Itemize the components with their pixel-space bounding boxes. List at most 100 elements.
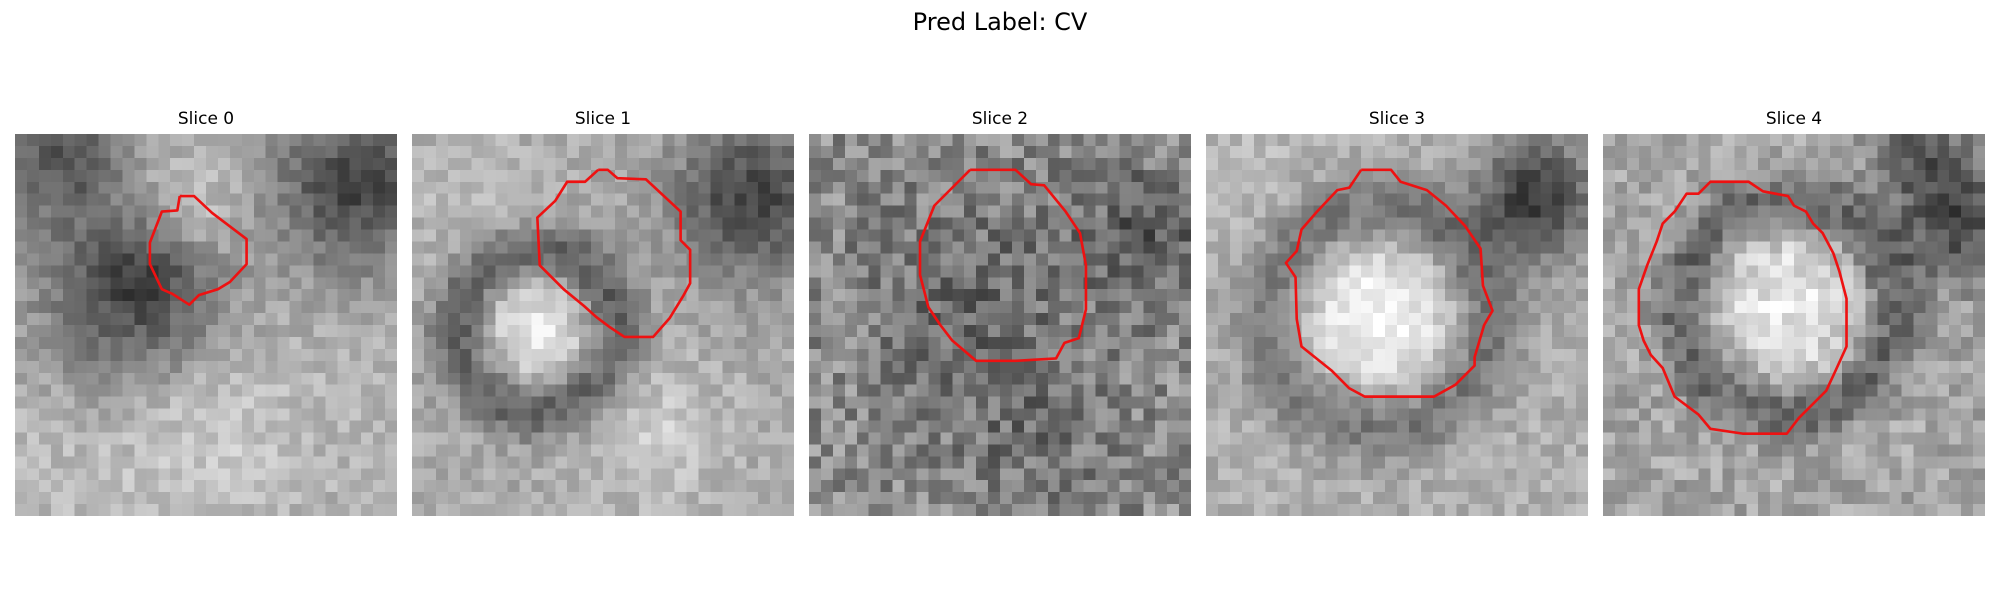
pixel [1059, 420, 1072, 433]
pixel [1540, 360, 1553, 373]
pixel [241, 169, 254, 182]
pixel [447, 396, 460, 409]
pixel [206, 169, 219, 182]
pixel [253, 325, 266, 338]
pixel [1504, 229, 1517, 242]
pixel [1734, 408, 1747, 421]
pixel [940, 193, 953, 206]
pixel [1516, 348, 1529, 362]
pixel [349, 241, 362, 254]
pixel [734, 325, 747, 338]
pixel [1710, 253, 1723, 266]
pixel [1925, 384, 1938, 397]
pixel [62, 265, 75, 278]
pixel [373, 181, 386, 194]
pixel [1758, 277, 1771, 290]
pixel [892, 336, 905, 350]
pixel [1540, 325, 1553, 338]
pixel [1229, 241, 1243, 254]
pixel [591, 348, 604, 362]
pixel [1925, 348, 1938, 362]
pixel [1095, 169, 1108, 182]
pixel [1925, 241, 1938, 254]
pixel [1829, 336, 1842, 350]
pixel [638, 181, 651, 194]
pixel [519, 301, 532, 314]
pixel [1397, 265, 1410, 278]
pixel [1420, 456, 1434, 469]
pixel [361, 456, 374, 469]
pixel [110, 408, 123, 421]
pixel [158, 456, 171, 469]
pixel [423, 205, 437, 218]
pixel [988, 217, 1001, 230]
pixel [844, 241, 857, 254]
pixel [1662, 277, 1675, 290]
pixel [1083, 145, 1096, 159]
pixel [626, 229, 640, 242]
pixel [1865, 145, 1878, 159]
pixel [459, 396, 472, 409]
pixel [1241, 181, 1254, 194]
pixel [746, 253, 759, 266]
pixel [1143, 325, 1156, 338]
pixel [1432, 169, 1445, 182]
pixel [1504, 169, 1517, 182]
pixel [662, 420, 675, 433]
pixel [122, 348, 135, 362]
pixel [1253, 384, 1266, 397]
pixel [1155, 480, 1168, 493]
pixel [1277, 265, 1290, 278]
pixel [1674, 420, 1687, 433]
pixel [844, 480, 857, 493]
pixel [1889, 157, 1902, 171]
pixel [1289, 336, 1302, 350]
pixel [1349, 217, 1362, 230]
pixel [1925, 432, 1938, 445]
pixel [856, 313, 869, 326]
pixel [1576, 193, 1588, 206]
pixel [1516, 480, 1529, 493]
pixel [1000, 396, 1013, 409]
pixel [555, 468, 568, 481]
pixel [122, 396, 135, 409]
pixel [916, 504, 929, 516]
pixel [1722, 408, 1735, 421]
pixel [988, 444, 1001, 457]
pixel [988, 157, 1001, 171]
pixel [373, 289, 386, 302]
pixel [662, 348, 675, 362]
pixel [519, 504, 532, 516]
pixel [1564, 396, 1577, 409]
pixel [1456, 193, 1469, 206]
pixel [1397, 205, 1410, 218]
pixel [253, 229, 266, 242]
pixel [1552, 169, 1565, 182]
pixel [782, 325, 794, 338]
pixel [194, 372, 207, 385]
pixel [782, 169, 794, 182]
pixel [423, 181, 437, 194]
pixel [1301, 289, 1314, 302]
pixel [555, 444, 568, 457]
pixel [1937, 313, 1950, 326]
pixel [1674, 241, 1687, 254]
pixel [1865, 193, 1878, 206]
pixel [1397, 456, 1410, 469]
pixel [844, 217, 857, 230]
pixel [1373, 408, 1386, 421]
pixel [1206, 408, 1219, 421]
pixel [1877, 193, 1890, 206]
pixel [1817, 265, 1831, 278]
pixel [253, 396, 266, 409]
pixel [1408, 145, 1422, 159]
pixel [940, 348, 953, 362]
pixel [206, 253, 219, 266]
pixel [1229, 444, 1243, 457]
pixel [674, 468, 687, 481]
pixel [1241, 145, 1254, 159]
pixel [471, 145, 484, 159]
pixel [98, 408, 111, 421]
pixel [1758, 205, 1771, 218]
pixel [916, 145, 929, 159]
